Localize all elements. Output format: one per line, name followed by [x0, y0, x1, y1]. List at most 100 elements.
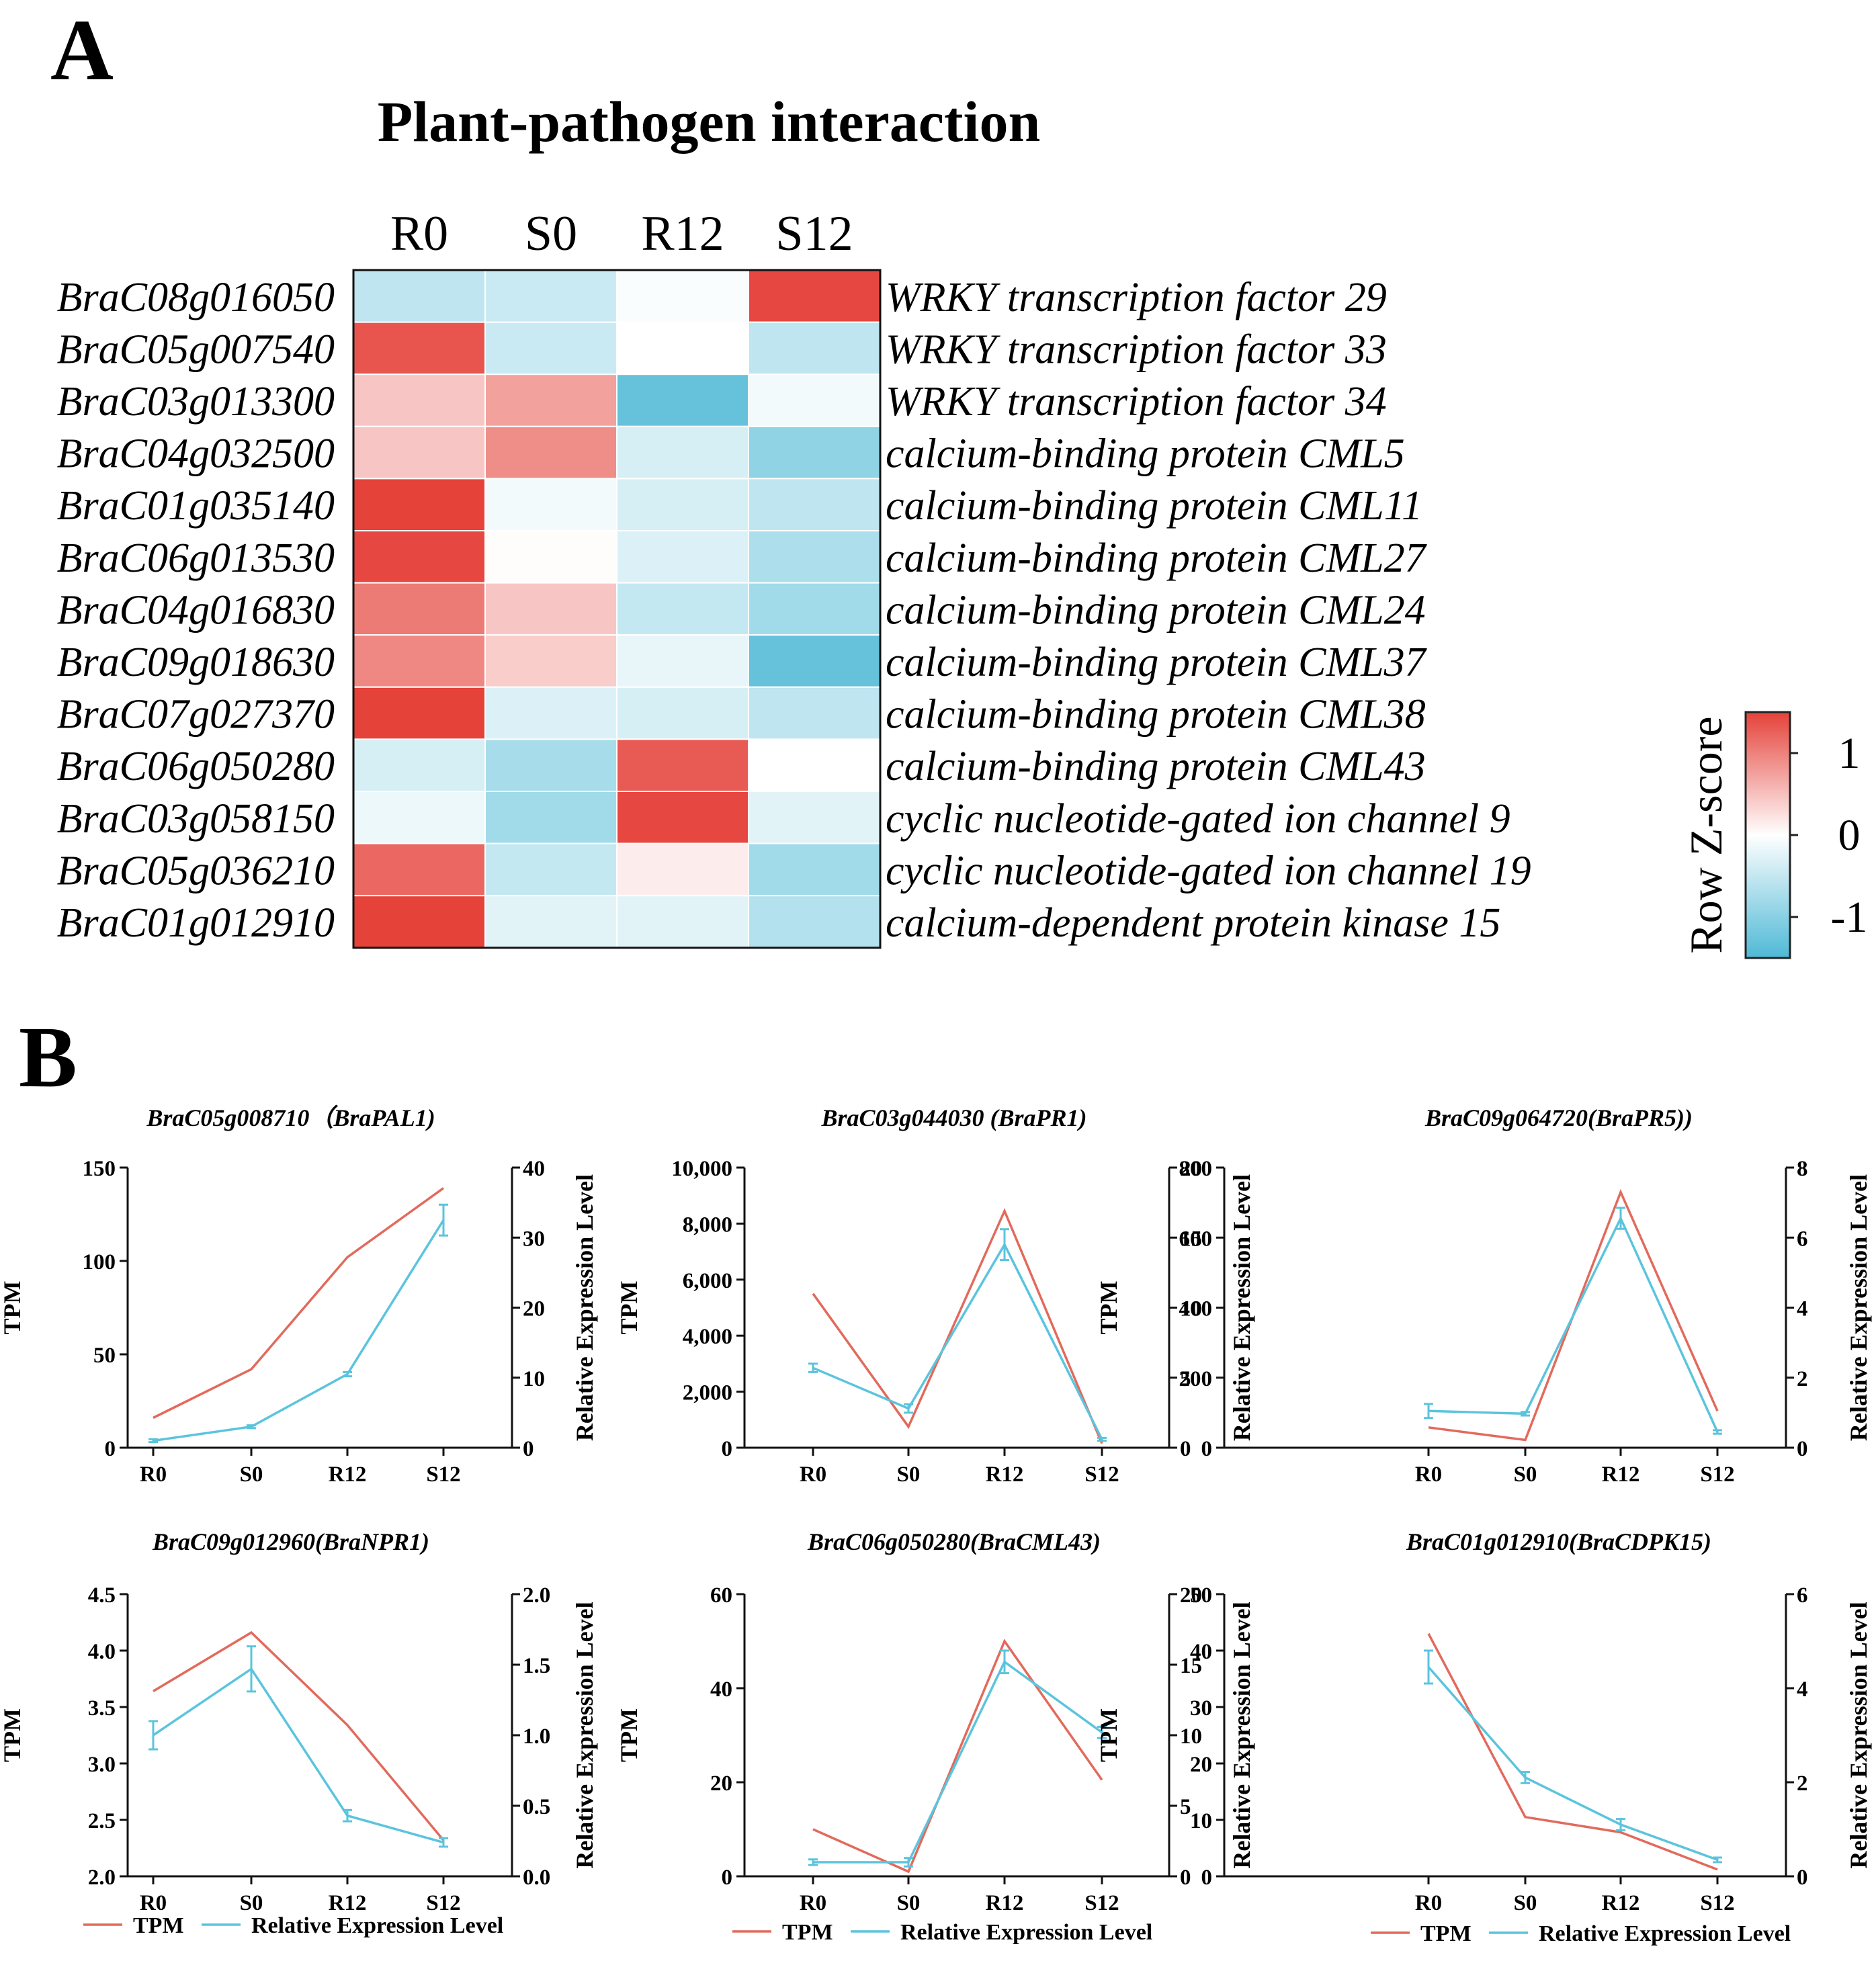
x-tick-label: S0	[240, 1462, 263, 1487]
y-tick-label: 0	[1201, 1866, 1213, 1890]
heatmap-cell	[748, 634, 881, 688]
y-tick-label: 60	[710, 1583, 732, 1608]
y-axis-label: TPM	[0, 1708, 26, 1762]
y2-axis-label: Relative Expression Level	[1845, 1174, 1872, 1441]
y-tick-label: 400	[1179, 1297, 1213, 1321]
heatmap-annotation-label: cyclic nucleotide-gated ion channel 19	[886, 848, 1531, 893]
heatmap-col-label: S12	[775, 206, 853, 261]
colorbar-tick-label: 0	[1838, 811, 1861, 860]
heatmap-cell	[353, 791, 486, 844]
line-chart: BraC09g012960(BraNPR1) 2.0 2.5 3.0 3.5 4.0 4.5…	[0, 1528, 598, 1938]
heatmap-annotation-label: calcium-binding protein CML5	[886, 431, 1405, 477]
tpm-series-line	[1427, 1632, 1718, 1871]
heatmap-title: Plant-pathogen interaction	[378, 89, 1041, 154]
heatmap-cell	[484, 842, 617, 897]
heatmap-cell	[484, 738, 617, 793]
y-axis-label: TPM	[0, 1281, 26, 1335]
y2-tick-label: 20	[1180, 1583, 1202, 1608]
y-tick-label: 20	[1190, 1753, 1212, 1777]
y2-tick-label: 0	[1180, 1866, 1191, 1890]
legend-rel-label: Relative Expression Level	[900, 1920, 1152, 1945]
rel-series-line	[1427, 1666, 1718, 1862]
heatmap-cell	[484, 374, 617, 427]
heatmap-cell	[748, 582, 881, 636]
y2-tick-label: 4	[1797, 1297, 1808, 1321]
tpm-series-line	[812, 1208, 1103, 1444]
chart-title: BraC09g064720(BraPR5))	[1424, 1104, 1693, 1131]
heatmap-cell	[353, 321, 486, 376]
heatmap-cell	[353, 634, 486, 688]
heatmap-cell	[484, 478, 617, 532]
x-tick-label: S0	[1514, 1462, 1537, 1487]
chart-title: BraC06g050280(BraCML43)	[807, 1528, 1101, 1555]
y-tick-label: 200	[1179, 1367, 1213, 1391]
heatmap-cell	[353, 530, 486, 584]
heatmap-cell	[616, 478, 749, 532]
y2-tick-label: 2	[1797, 1367, 1808, 1391]
heatmap-cell	[484, 530, 617, 584]
y-axis-label: TPM	[615, 1281, 642, 1335]
y-tick-label: 50	[93, 1344, 116, 1368]
x-tick-label: S12	[1084, 1462, 1119, 1487]
y-tick-label: 40	[1190, 1640, 1212, 1664]
x-tick-label: R0	[800, 1891, 826, 1915]
heatmap-gene-label: BraC05g007540	[57, 326, 335, 372]
x-tick-label: R0	[1415, 1462, 1442, 1487]
y-tick-label: 30	[1190, 1696, 1212, 1720]
heatmap-cell	[484, 791, 617, 844]
y2-tick-label: 6	[1797, 1583, 1808, 1608]
x-tick-label: S12	[426, 1462, 460, 1487]
line-chart: BraC06g050280(BraCML43)020406005101520R0…	[615, 1528, 1255, 1945]
heatmap-annotation-label: WRKY transcription factor 34	[886, 379, 1387, 425]
heatmap-cell	[616, 425, 749, 480]
y2-tick-label: 4	[1797, 1677, 1808, 1702]
heatmap-annotation-label: WRKY transcription factor 29	[886, 275, 1387, 320]
heatmap-cell	[748, 791, 881, 844]
y2-axis-label: Relative Expression Level	[571, 1602, 598, 1868]
heatmap-cell	[748, 738, 881, 793]
y-tick-label: 4.0	[88, 1640, 116, 1664]
heatmap-cell	[616, 842, 749, 897]
y2-tick-label: 0.0	[523, 1866, 550, 1890]
x-tick-label: R12	[329, 1891, 367, 1915]
heatmap: R0 S0 R12 S12 BraC08g016050 WRKY transcriptio…	[57, 206, 1531, 949]
y-tick-label: 50	[1190, 1583, 1212, 1608]
heatmap-gene-label: BraC03g058150	[57, 796, 335, 842]
heatmap-gene-label: BraC04g032500	[57, 431, 335, 477]
y2-tick-label: 20	[1180, 1157, 1202, 1181]
legend-rel-label: Relative Expression Level	[1539, 1921, 1791, 1946]
y-tick-label: 0	[722, 1437, 733, 1461]
rel-series-line	[812, 1242, 1103, 1440]
colorbar-tick-label: -1	[1831, 893, 1868, 942]
heatmap-cell	[353, 686, 486, 740]
colorbar-tick-label: 1	[1838, 729, 1861, 778]
heatmap-cell	[748, 269, 881, 323]
y2-tick-label: 8	[1797, 1157, 1808, 1181]
y2-tick-label: 0	[1180, 1437, 1191, 1461]
heatmap-cell	[484, 895, 617, 949]
rel-series-line	[153, 1667, 444, 1844]
heatmap-cell	[616, 269, 749, 323]
heatmap-gene-label: BraC05g036210	[57, 848, 335, 893]
heatmap-cell	[616, 895, 749, 949]
y-tick-label: 600	[1179, 1227, 1213, 1251]
x-tick-label: R12	[1602, 1462, 1640, 1487]
rel-series-line	[153, 1219, 445, 1442]
y-axis-label: TPM	[1095, 1708, 1122, 1762]
y-tick-label: 0	[105, 1437, 116, 1461]
heatmap-cell	[748, 321, 881, 376]
heatmap-cell	[616, 686, 749, 740]
y2-tick-label: 5	[1180, 1367, 1191, 1391]
x-tick-label: R12	[1602, 1891, 1640, 1915]
heatmap-cell	[484, 425, 617, 480]
x-tick-label: S0	[1514, 1891, 1537, 1915]
heatmap-cell	[353, 425, 486, 480]
y-tick-label: 6,000	[683, 1269, 732, 1293]
y2-tick-label: 10	[1180, 1297, 1202, 1321]
chart-title: BraC09g012960(BraNPR1)	[152, 1528, 429, 1555]
chart-legend: TPM Relative Expression Level	[1371, 1921, 1791, 1946]
y2-tick-label: 40	[523, 1157, 545, 1181]
y-tick-label: 0	[1201, 1437, 1213, 1461]
y-tick-label: 10,000	[671, 1157, 732, 1181]
heatmap-gene-label: BraC07g027370	[57, 692, 335, 738]
